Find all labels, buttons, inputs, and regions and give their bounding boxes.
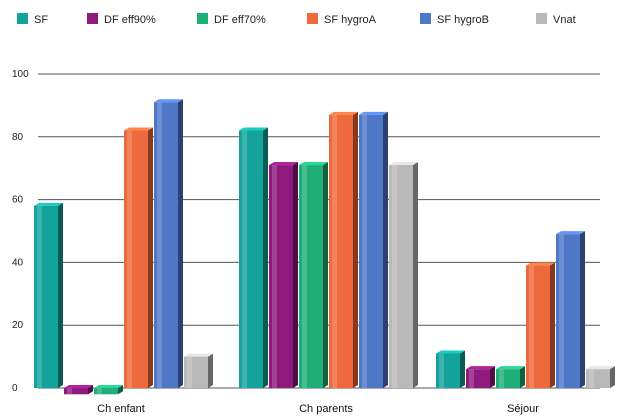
bar <box>359 111 388 388</box>
legend-label: DF eff90% <box>104 14 156 26</box>
y-tick-label: 0 <box>12 383 18 394</box>
bar <box>496 366 525 388</box>
legend-label: SF hygroB <box>437 14 489 26</box>
bar <box>329 111 358 388</box>
legend-item: SF hygroA <box>307 13 377 26</box>
bar <box>526 262 555 388</box>
bar <box>94 385 123 395</box>
x-category-label: Ch parents <box>299 403 353 415</box>
bar <box>299 162 328 388</box>
bar <box>436 350 465 388</box>
legend-item: DF eff90% <box>87 13 156 26</box>
x-category-label: Séjour <box>507 403 539 415</box>
bar <box>124 127 153 389</box>
bars <box>34 99 615 395</box>
legend-item: DF eff70% <box>197 13 266 26</box>
legend-item: SF <box>17 13 48 26</box>
legend-label: Vnat <box>553 14 576 26</box>
legend-item: Vnat <box>536 13 576 26</box>
y-axis-ticks: 0 20 40 60 80 100 <box>12 69 29 394</box>
bar <box>389 162 418 388</box>
bar <box>586 366 615 388</box>
legend-swatch <box>197 13 208 24</box>
y-tick-label: 20 <box>12 320 24 331</box>
bar <box>466 366 495 388</box>
legend-label: DF eff70% <box>214 14 266 26</box>
y-tick-label: 80 <box>12 132 24 143</box>
bar <box>34 202 63 388</box>
bar <box>556 231 585 388</box>
bar <box>269 162 298 388</box>
y-tick-label: 40 <box>12 257 24 268</box>
y-tick-label: 100 <box>12 69 29 80</box>
legend-item: SF hygroB <box>420 13 489 26</box>
legend-swatch <box>420 13 431 24</box>
x-category-label: Ch enfant <box>97 403 145 415</box>
legend-swatch <box>17 13 28 24</box>
legend-swatch <box>87 13 98 24</box>
bar <box>154 99 183 388</box>
bar <box>64 385 93 395</box>
bar <box>239 127 268 389</box>
y-tick-label: 60 <box>12 195 24 206</box>
legend: SF DF eff90% DF eff70% SF hygroA SF hygroB Vn… <box>17 13 576 26</box>
bar <box>184 353 213 388</box>
legend-swatch <box>307 13 318 24</box>
legend-label: SF hygroA <box>324 14 377 26</box>
x-axis-categories: Ch enfant Ch parents Séjour <box>97 403 539 415</box>
legend-label: SF <box>34 14 48 26</box>
legend-swatch <box>536 13 547 24</box>
